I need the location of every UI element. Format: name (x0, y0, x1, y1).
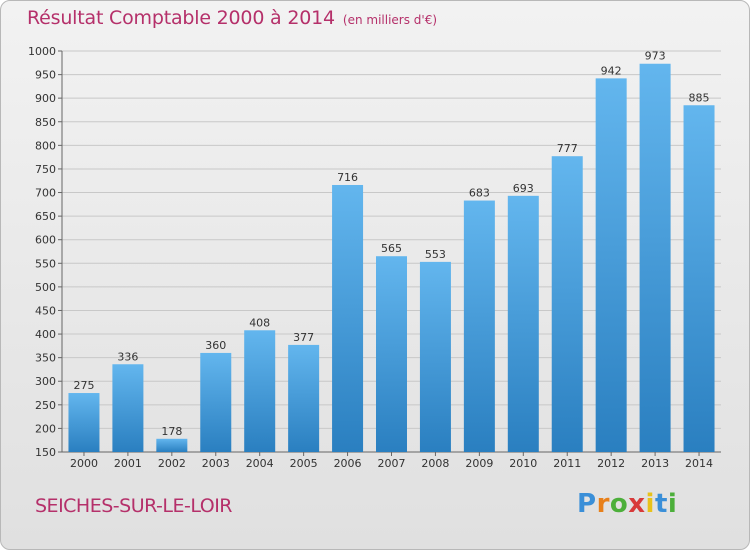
y-tick-label: 1000 (28, 45, 56, 58)
x-tick-label-2009: 2009 (465, 457, 493, 470)
chart-title-block: Résultat Comptable 2000 à 2014 (en millie… (27, 7, 437, 29)
x-tick-label-2007: 2007 (378, 457, 406, 470)
proxiti-logo[interactable]: Proxiti (577, 489, 677, 519)
x-tick-label-2014: 2014 (685, 457, 713, 470)
data-label-2004: 408 (249, 316, 270, 329)
logo-letter: i (667, 489, 678, 519)
y-tick-label: 650 (35, 210, 56, 223)
bar-2010 (507, 195, 539, 452)
y-tick-label: 550 (35, 257, 56, 270)
data-label-2009: 683 (469, 187, 490, 200)
data-label-2002: 178 (161, 425, 182, 438)
logo-letter: o (609, 489, 629, 519)
x-tick-label-2004: 2004 (246, 457, 274, 470)
y-tick-label: 300 (35, 375, 56, 388)
chart-subtitle: (en milliers d'€) (342, 13, 438, 27)
bar-2002 (156, 438, 188, 452)
y-tick-label: 150 (35, 446, 56, 459)
x-tick-label-2000: 2000 (70, 457, 98, 470)
data-label-2011: 777 (557, 142, 578, 155)
bar-2008 (419, 261, 451, 452)
data-label-2000: 275 (73, 379, 94, 392)
data-label-2013: 973 (645, 50, 666, 63)
y-tick-label: 850 (35, 116, 56, 129)
y-tick-label: 500 (35, 281, 56, 294)
x-tick-label-2011: 2011 (553, 457, 581, 470)
bar-2000 (68, 393, 100, 452)
x-tick-label-2010: 2010 (509, 457, 537, 470)
x-tick-label-2012: 2012 (597, 457, 625, 470)
data-label-2014: 885 (689, 91, 710, 104)
logo-letter: i (645, 489, 655, 519)
data-label-2006: 716 (337, 171, 358, 184)
x-axis-ticks: 2000 2001 2002 2003 2004 2005 2006 2007 2008 2009… (70, 452, 713, 470)
y-tick-label: 200 (35, 422, 56, 435)
y-tick-label: 450 (35, 304, 56, 317)
bar-2001 (112, 364, 144, 452)
y-tick-label: 950 (35, 69, 56, 82)
logo-letter: x (628, 489, 646, 519)
x-tick-label-2008: 2008 (421, 457, 449, 470)
chart-title: Résultat Comptable 2000 à 2014 (27, 7, 335, 29)
commune-name: SEICHES-SUR-LE-LOIR (35, 495, 233, 517)
bar-2009 (463, 200, 495, 452)
x-tick-label-2001: 2001 (114, 457, 142, 470)
y-axis-ticks: 150 200 250 300 350 400 450 500 550 600 650 700 750 8… (28, 45, 56, 459)
logo-letter: t (654, 489, 668, 519)
x-tick-label-2013: 2013 (641, 457, 669, 470)
y-tick-label: 700 (35, 187, 56, 200)
data-label-2012: 942 (601, 64, 622, 77)
x-tick-label-2002: 2002 (158, 457, 186, 470)
y-tick-label: 350 (35, 352, 56, 365)
data-label-2007: 565 (381, 242, 402, 255)
logo-letter: P (577, 489, 597, 519)
logo-letter: r (596, 489, 610, 519)
y-tick-label: 250 (35, 399, 56, 412)
y-tick-label: 600 (35, 234, 56, 247)
data-label-2010: 693 (513, 182, 534, 195)
bar-2005 (288, 344, 320, 452)
bar-2004 (244, 330, 276, 452)
y-tick-label: 800 (35, 139, 56, 152)
y-tick-label: 900 (35, 92, 56, 105)
data-label-2005: 377 (293, 331, 314, 344)
bar-2013 (639, 63, 671, 453)
y-tick-label: 400 (35, 328, 56, 341)
x-tick-label-2003: 2003 (202, 457, 230, 470)
bar-2012 (595, 78, 627, 452)
bar-2003 (200, 352, 232, 452)
data-label-2001: 336 (117, 350, 138, 363)
x-tick-label-2006: 2006 (334, 457, 362, 470)
data-label-2003: 360 (205, 339, 226, 352)
bar-2007 (376, 256, 407, 452)
x-tick-label-2005: 2005 (290, 457, 318, 470)
data-label-2008: 553 (425, 248, 446, 261)
bar-2014 (683, 105, 715, 453)
bar-2011 (551, 156, 583, 452)
bars (68, 63, 715, 453)
data-labels: 275 336 178 360 408 377 716 565 553 683 693 777 942 9… (73, 50, 709, 438)
y-tick-label: 750 (35, 163, 56, 176)
bar-2006 (332, 184, 364, 452)
